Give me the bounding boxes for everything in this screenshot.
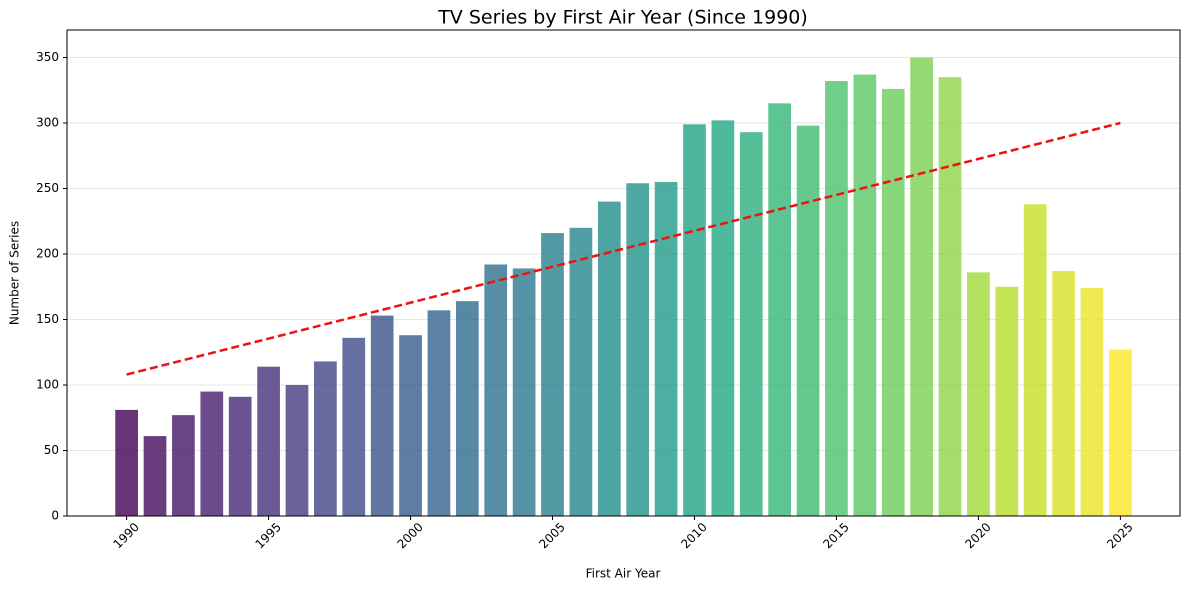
x-tick-label: 2010 <box>678 520 709 551</box>
trend-line <box>126 121 1121 376</box>
x-tick-label: 2025 <box>1104 520 1135 551</box>
bar <box>512 268 536 516</box>
bar <box>172 415 195 516</box>
bar <box>626 183 650 516</box>
bar <box>825 81 848 516</box>
bar <box>228 396 252 516</box>
bar <box>569 227 593 517</box>
bar <box>1023 204 1047 516</box>
y-tick-label: 350 <box>36 50 59 64</box>
bar <box>143 436 167 516</box>
bar <box>285 385 309 516</box>
y-tick-label: 50 <box>44 443 59 457</box>
bar <box>910 57 933 517</box>
bar <box>314 361 337 516</box>
bar <box>796 125 820 517</box>
bar <box>541 233 564 516</box>
y-tick-label: 300 <box>36 116 59 130</box>
bar <box>257 366 280 516</box>
bar <box>484 264 508 516</box>
bar <box>597 201 621 516</box>
x-tick-label: 2015 <box>820 520 851 551</box>
bar <box>1080 288 1104 516</box>
bar <box>200 391 224 516</box>
bar <box>654 181 678 516</box>
chart-title: TV Series by First Air Year (Since 1990) <box>437 7 808 29</box>
x-tick-label: 1995 <box>252 520 283 551</box>
bar <box>399 335 422 516</box>
bar <box>370 315 394 516</box>
bar <box>995 286 1019 516</box>
bar <box>1109 349 1132 516</box>
y-tick-label: 100 <box>36 378 59 392</box>
y-tick-label: 250 <box>36 181 59 195</box>
x-tick-label: 2020 <box>962 520 993 551</box>
bar <box>115 409 138 516</box>
bar <box>739 132 763 516</box>
bar <box>768 103 792 516</box>
y-tick-label: 150 <box>36 312 59 326</box>
bar <box>938 77 962 516</box>
x-tick-label: 2000 <box>394 520 425 551</box>
bar <box>711 120 735 517</box>
bar <box>455 301 479 516</box>
x-tick-label: 2005 <box>536 520 567 551</box>
bar <box>427 310 451 516</box>
x-tick-label: 1990 <box>111 520 142 551</box>
bar <box>683 124 706 517</box>
bar <box>853 74 877 516</box>
bar <box>967 272 990 516</box>
x-axis-label: First Air Year <box>586 567 661 581</box>
y-tick-label: 200 <box>36 247 59 261</box>
y-tick-label: 0 <box>51 509 59 523</box>
y-axis-label: Number of Series <box>8 221 22 325</box>
bar <box>881 88 905 516</box>
plot-frame <box>66 29 1181 517</box>
bar <box>1052 271 1075 516</box>
bar <box>342 337 366 516</box>
